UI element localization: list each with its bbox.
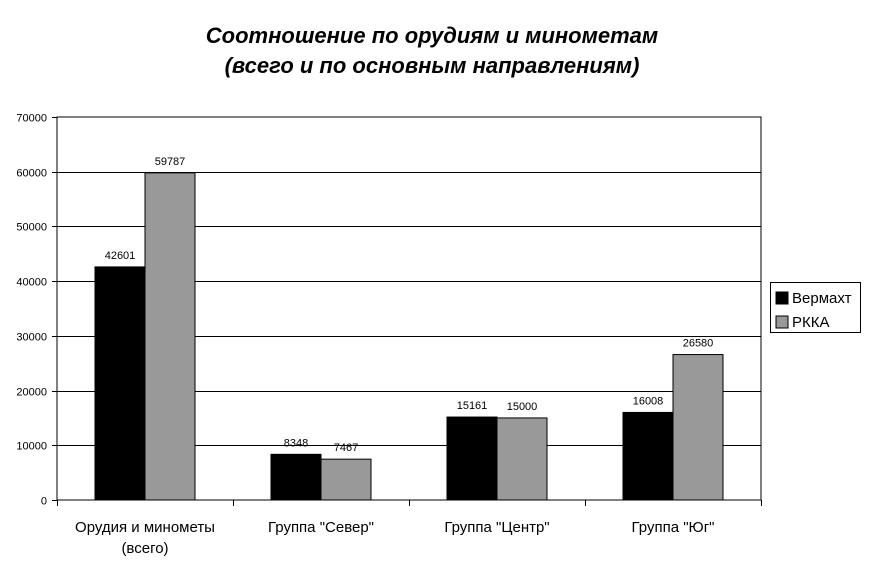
x-tick-label: Группа "Юг" xyxy=(632,519,715,536)
data-labels: 42601 8348 15161 16008 59787 7467 15000 26580 xyxy=(105,156,714,454)
y-axis: 0 10000 20000 30000 40000 50000 60000 70000 xyxy=(16,113,57,508)
y-tick-label: 30000 xyxy=(16,332,47,344)
bar xyxy=(622,411,674,501)
x-tick-label: (всего) xyxy=(121,540,168,557)
legend-swatch xyxy=(775,315,789,329)
data-label: 42601 xyxy=(105,250,136,262)
bar xyxy=(672,354,724,501)
data-label: 59787 xyxy=(155,156,186,168)
bar xyxy=(270,453,322,501)
y-tick-label: 0 xyxy=(41,496,47,508)
chart-title: Соотношение по орудиям и минометам (всег… xyxy=(206,23,658,78)
x-tick-label: Группа "Центр" xyxy=(444,519,549,536)
y-tick-label: 20000 xyxy=(16,387,47,399)
y-tick-label: 60000 xyxy=(16,168,47,180)
x-tick-label: Группа "Север" xyxy=(268,519,374,536)
data-label: 8348 xyxy=(284,437,308,449)
chart-title-line-1: Соотношение по орудиям и минометам xyxy=(206,23,658,48)
legend-swatch xyxy=(775,291,789,305)
bar xyxy=(320,458,372,501)
legend-label: Вермахт xyxy=(792,290,852,307)
data-label: 15000 xyxy=(507,401,538,413)
y-tick-label: 40000 xyxy=(16,277,47,289)
data-label: 26580 xyxy=(683,338,714,350)
y-tick-label: 10000 xyxy=(16,441,47,453)
x-tick-label: Орудия и минометы xyxy=(75,519,215,536)
x-axis: Орудия и минометы (всего) Группа "Север" Гр… xyxy=(57,500,762,557)
bar xyxy=(446,416,498,501)
data-label: 16008 xyxy=(633,395,664,407)
data-label: 7467 xyxy=(334,442,358,454)
bar xyxy=(496,417,548,501)
legend-label: РККА xyxy=(792,314,830,331)
y-tick-label: 50000 xyxy=(16,222,47,234)
legend: Вермахт РККА xyxy=(770,282,861,333)
chart-title-line-2: (всего и по основным направлениям) xyxy=(225,53,640,78)
y-tick-label: 70000 xyxy=(16,113,47,125)
bars xyxy=(94,172,724,501)
bar xyxy=(94,266,146,501)
data-label: 15161 xyxy=(457,400,488,412)
bar xyxy=(144,172,196,501)
